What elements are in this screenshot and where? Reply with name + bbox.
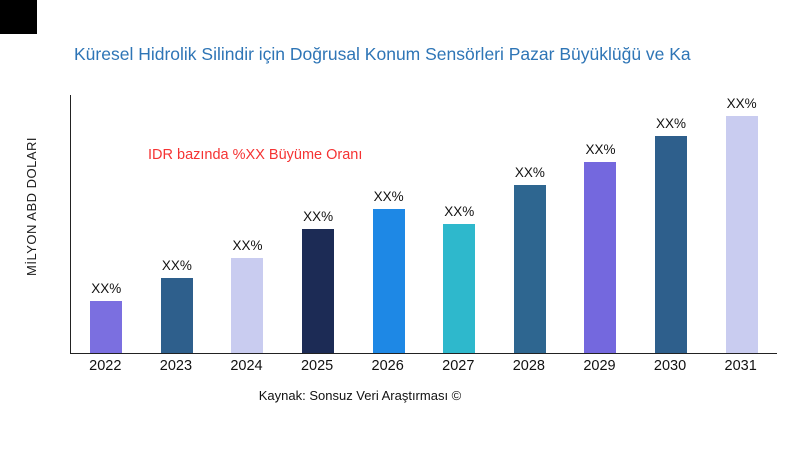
x-axis: 2022 2023 2024 2025 2026 2027 2028 2029 2030 2031 [70,358,776,374]
bar-column: XX% [142,95,213,353]
bar-value-label: XX% [91,281,122,297]
chart-title: Küresel Hidrolik Silindir için Doğrusal … [74,44,691,64]
bar-column: XX% [353,95,424,353]
x-tick-label: 2025 [300,358,334,374]
bar-value-label: XX% [444,204,475,219]
growth-rate-annotation: IDR bazında %XX Büyüme Oranı [148,147,363,163]
bar [584,162,617,353]
bar [231,257,264,353]
x-tick-label: 2023 [159,358,193,374]
corner-mark [0,0,37,34]
x-tick-label: 2030 [653,358,687,374]
bar-column: XX% [212,95,283,353]
x-tick-label: 2029 [583,358,616,374]
bar [372,208,405,353]
bar [725,115,758,353]
bar-value-label: XX% [585,142,616,158]
bar [90,301,123,353]
bar-value-label: XX% [514,165,545,181]
bar [655,136,688,353]
bar-column: XX% [424,95,495,353]
bar-value-label: XX% [656,116,687,132]
bar-column: XX% [283,95,354,353]
x-tick-label: 2026 [371,358,404,374]
bar [443,224,476,353]
bar-value-label: XX% [373,188,404,204]
bar-column: XX% [636,95,707,353]
bar-column: XX% [71,95,142,353]
bar [513,185,546,353]
bar-value-label: XX% [726,95,757,111]
x-tick-label: 2031 [724,358,757,374]
bar [160,278,193,353]
bar-value-label: XX% [161,258,192,274]
bars: XX% XX% XX% XX% XX% XX% XX% XX% XX% XX% [71,95,777,353]
bar-column: XX% [495,95,566,353]
x-tick-label: 2028 [512,358,545,374]
y-axis-label: MİLYON ABD DOLARI [24,136,39,276]
x-tick-label: 2022 [89,358,122,374]
x-tick-label: 2027 [442,358,475,374]
bar [302,229,335,353]
plot-area: XX% XX% XX% XX% XX% XX% XX% XX% XX% XX% [70,95,777,354]
bar-column: XX% [565,95,636,353]
bar-value-label: XX% [303,209,334,225]
x-tick-label: 2024 [230,358,263,374]
source-caption: Kaynak: Sonsuz Veri Araştırması © [258,388,462,403]
bar-column: XX% [706,95,777,353]
bar-value-label: XX% [232,237,263,253]
